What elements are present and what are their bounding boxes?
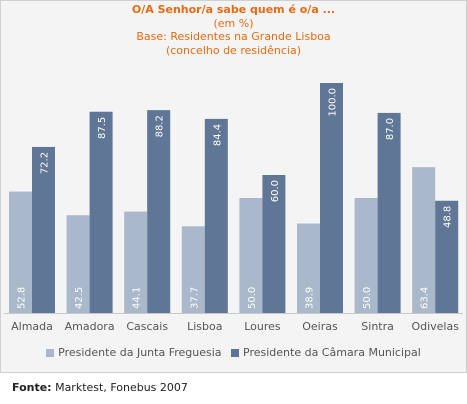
bar-junta-almada (9, 191, 32, 313)
chart-subtitle-detail: (concelho de residência) (165, 43, 302, 57)
chart-subtitle-unit: (em %) (213, 16, 254, 30)
bar-camara-cascais (147, 110, 171, 313)
bar-camara-lisboa (204, 118, 228, 313)
source-label: Fonte: (12, 381, 52, 394)
bar-junta-lisboa (181, 226, 205, 313)
chart-subtitle-base: Base: Residentes na Grande Lisboa (136, 30, 331, 43)
category-label-loures: Loures (244, 320, 281, 333)
category-label-sintra: Sintra (361, 320, 394, 333)
bar-camara-sintra (377, 112, 401, 314)
legend-swatch-camara (231, 348, 240, 357)
bar-chart: 52.8 72.2 Almada 42.5 87.5 Amadora 44.1 88.2 Cas… (4, 83, 463, 333)
chart-legend: Presidente da Junta Freguesia Presidente… (0, 346, 467, 360)
bar-camara-amadora (89, 111, 113, 313)
value-label-junta-oeiras: 38.9 (305, 287, 316, 309)
bar-junta-cascais (124, 211, 148, 313)
legend-swatch-junta (46, 348, 55, 357)
value-label-camara-lisboa: 84.4 (212, 124, 223, 146)
value-label-camara-cascais: 88.2 (155, 115, 166, 137)
value-label-junta-almada: 52.8 (17, 287, 28, 309)
bar-junta-sintra (354, 198, 378, 313)
value-label-junta-sintra: 50.0 (362, 287, 373, 309)
value-label-camara-amadora: 87.5 (97, 117, 108, 139)
value-label-camara-sintra: 87.0 (385, 118, 396, 140)
source-note: Fonte: Marktest, Fonebus 2007 (12, 381, 188, 394)
category-label-lisboa: Lisboa (187, 320, 222, 333)
value-label-junta-amadora: 42.5 (74, 287, 85, 309)
category-label-almada: Almada (11, 320, 53, 333)
value-label-junta-loures: 50.0 (247, 287, 258, 309)
source-text: Marktest, Fonebus 2007 (55, 381, 188, 394)
value-label-junta-odivelas: 63.4 (420, 287, 431, 309)
bar-camara-odivelas (435, 200, 459, 313)
category-label-oeiras: Oeiras (302, 320, 338, 333)
legend-item-camara: Presidente da Câmara Municipal (231, 346, 421, 359)
category-label-odivelas: Odivelas (411, 320, 459, 333)
value-label-camara-odivelas: 48.8 (443, 206, 454, 228)
bar-junta-odivelas (412, 167, 436, 313)
value-label-camara-almada: 72.2 (40, 152, 51, 174)
bar-junta-oeiras (297, 223, 320, 313)
legend-label-junta: Presidente da Junta Freguesia (58, 346, 222, 359)
value-label-camara-oeiras: 100.0 (328, 88, 339, 117)
bar-camara-oeiras (320, 83, 343, 313)
value-label-junta-lisboa: 37.7 (189, 287, 200, 309)
bar-camara-almada (32, 146, 55, 313)
bar-junta-loures (239, 198, 263, 313)
value-label-camara-loures: 60.0 (270, 180, 281, 202)
chart-titles: O/A Senhor/a sabe quem é o/a ... (em %) … (0, 3, 467, 57)
legend-label-camara: Presidente da Câmara Municipal (243, 346, 421, 359)
bar-junta-amadora (66, 215, 90, 313)
value-label-junta-cascais: 44.1 (132, 287, 143, 309)
category-label-cascais: Cascais (126, 320, 168, 333)
legend-item-junta: Presidente da Junta Freguesia (46, 346, 222, 359)
category-label-amadora: Amadora (65, 320, 115, 333)
bar-camara-loures (262, 175, 286, 313)
chart-title: O/A Senhor/a sabe quem é o/a ... (131, 3, 336, 16)
